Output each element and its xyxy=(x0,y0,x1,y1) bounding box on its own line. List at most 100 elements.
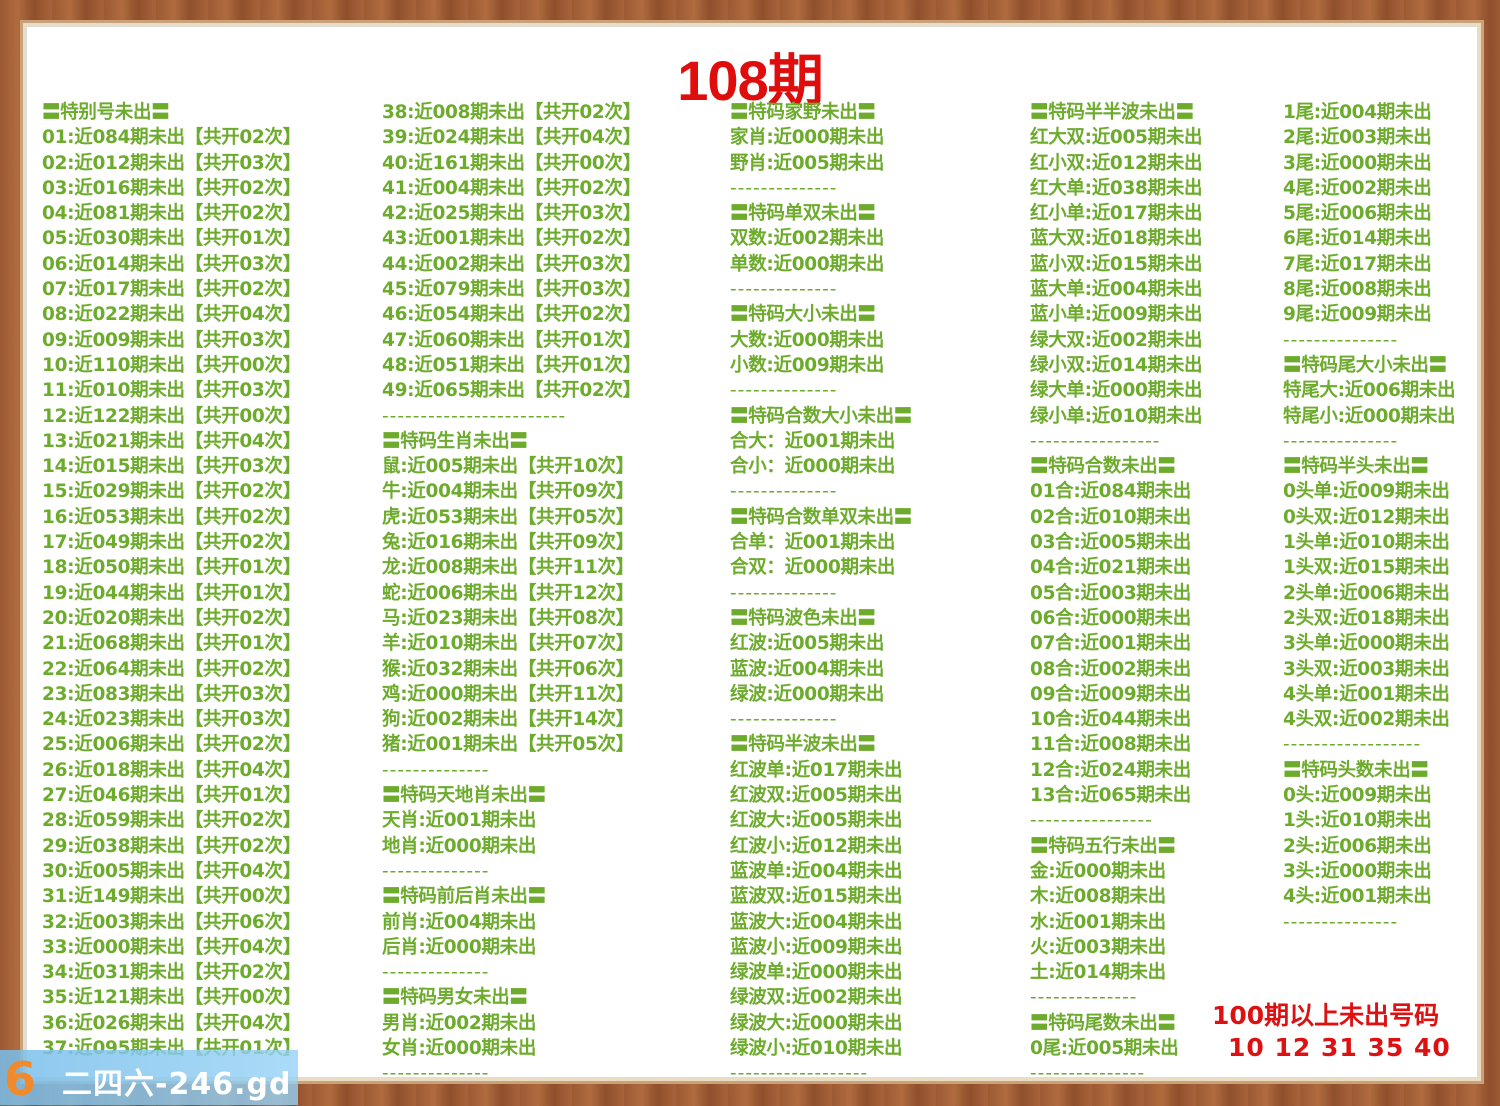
stat-item: 47:近060期未出【共开01次】 xyxy=(382,329,641,351)
column-2: 38:近008期未出【共开02次】 39:近024期未出【共开04次】 40:近16… xyxy=(382,100,641,1087)
divider: --------------- xyxy=(1030,1063,1146,1085)
stat-item: 蓝波小:近009期未出 xyxy=(730,936,903,958)
stat-item: 蓝小双:近015期未出 xyxy=(1030,253,1203,275)
stat-item: 34:近031期未出【共开02次】 xyxy=(42,962,301,984)
stat-item: 3尾:近000期未出 xyxy=(1283,152,1432,174)
over-100-numbers: 10 12 31 35 40 xyxy=(1228,1033,1451,1062)
stat-item: 木:近008期未出 xyxy=(1030,886,1166,908)
section-header: 〓特码大小未出〓 xyxy=(730,304,876,326)
stat-item: 10合:近044期未出 xyxy=(1030,709,1191,731)
divider: -------------- xyxy=(382,1063,490,1085)
stat-item: 后肖:近000期未出 xyxy=(382,936,537,958)
stat-item: 绿大单:近000期未出 xyxy=(1030,380,1203,402)
stat-item: 46:近054期未出【共开02次】 xyxy=(382,304,641,326)
over-100-label: 100期以上未出号码 xyxy=(1212,1001,1440,1030)
stat-item: 狗:近002期未出【共开14次】 xyxy=(382,709,634,731)
stat-item: 14:近015期未出【共开03次】 xyxy=(42,456,301,478)
stat-item: 红波单:近017期未出 xyxy=(730,759,903,781)
divider: -------------- xyxy=(730,380,838,402)
divider: ----------------- xyxy=(1030,430,1161,452)
stat-item: 12:近122期未出【共开00次】 xyxy=(42,405,301,427)
stat-item: 01:近084期未出【共开02次】 xyxy=(42,127,301,149)
section-header: 〓特码半半波未出〓 xyxy=(1030,102,1194,123)
stat-item: 绿小单:近010期未出 xyxy=(1030,405,1203,427)
stat-item: 水:近001期未出 xyxy=(1030,911,1166,933)
stat-item: 3头单:近000期未出 xyxy=(1283,633,1450,655)
stat-item: 42:近025期未出【共开03次】 xyxy=(382,203,641,225)
stat-item: 红波大:近005期未出 xyxy=(730,810,903,832)
stat-item: 11:近010期未出【共开03次】 xyxy=(42,380,301,402)
stat-item: 天肖:近001期未出 xyxy=(382,810,537,832)
stat-item: 02:近012期未出【共开03次】 xyxy=(42,152,301,174)
stat-item: 蓝波单:近004期未出 xyxy=(730,860,903,882)
stat-item: 17:近049期未出【共开02次】 xyxy=(42,532,301,554)
stat-item: 绿波:近000期未出 xyxy=(730,683,885,705)
stat-item: 蓝大单:近004期未出 xyxy=(1030,279,1203,301)
stat-item: 4头双:近002期未出 xyxy=(1283,709,1450,731)
stat-item: 15:近029期未出【共开02次】 xyxy=(42,481,301,503)
stat-item: 9尾:近009期未出 xyxy=(1283,304,1432,326)
stat-item: 8尾:近008期未出 xyxy=(1283,279,1432,301)
stat-item: 野肖:近005期未出 xyxy=(730,152,885,174)
stat-item: 0尾:近005期未出 xyxy=(1030,1037,1179,1059)
stat-item: 特尾小:近000期未出 xyxy=(1283,405,1456,427)
divider: -------------- xyxy=(730,481,838,503)
stat-item: 龙:近008期未出【共开11次】 xyxy=(382,557,634,579)
section-header: 〓特码单双未出〓 xyxy=(730,203,876,225)
column-3: 〓特码家野未出〓 家肖:近000期未出 野肖:近005期未出 ------------… xyxy=(730,100,912,1087)
divider: -------------- xyxy=(1030,987,1138,1009)
stat-item: 蛇:近006期未出【共开12次】 xyxy=(382,582,634,604)
divider: -------------- xyxy=(730,279,838,301)
stat-item: 23:近083期未出【共开03次】 xyxy=(42,683,301,705)
issue-title: 108期 xyxy=(677,49,823,112)
stat-item: 02合:近010期未出 xyxy=(1030,506,1191,528)
watermark-logo: 6 二四六-246.gd xyxy=(0,1050,298,1106)
divider: -------------- xyxy=(730,177,838,199)
stat-item: 38:近008期未出【共开02次】 xyxy=(382,102,641,123)
stat-item: 蓝小单:近009期未出 xyxy=(1030,304,1203,326)
stat-item: 兔:近016期未出【共开09次】 xyxy=(382,532,634,554)
stat-item: 3头:近000期未出 xyxy=(1283,860,1432,882)
stat-item: 1头双:近015期未出 xyxy=(1283,557,1450,579)
stat-item: 19:近044期未出【共开01次】 xyxy=(42,582,301,604)
section-header: 〓特码五行未出〓 xyxy=(1030,835,1176,857)
stat-item: 24:近023期未出【共开03次】 xyxy=(42,709,301,731)
stat-item: 03合:近005期未出 xyxy=(1030,532,1191,554)
section-header: 〓特码合数单双未出〓 xyxy=(730,506,913,528)
stat-item: 4尾:近002期未出 xyxy=(1283,177,1432,199)
stat-item: 30:近005期未出【共开04次】 xyxy=(42,860,301,882)
stat-item: 合单：近001期未出 xyxy=(730,532,896,554)
stat-item: 03:近016期未出【共开02次】 xyxy=(42,177,301,199)
stat-item: 红波小:近012期未出 xyxy=(730,835,903,857)
stat-item: 女肖:近000期未出 xyxy=(382,1037,537,1059)
stat-item: 27:近046期未出【共开01次】 xyxy=(42,785,301,807)
stat-item: 2头:近006期未出 xyxy=(1283,835,1432,857)
stat-item: 25:近006期未出【共开02次】 xyxy=(42,734,301,756)
section-header: 〓特码波色未出〓 xyxy=(730,607,876,629)
stat-item: 33:近000期未出【共开04次】 xyxy=(42,936,301,958)
section-header: 〓特别号未出〓 xyxy=(42,102,170,123)
divider: -------------- xyxy=(382,962,490,984)
stat-item: 4头:近001期未出 xyxy=(1283,886,1432,908)
stat-item: 08合:近002期未出 xyxy=(1030,658,1191,680)
stat-item: 10:近110期未出【共开00次】 xyxy=(42,354,301,376)
stat-item: 蓝波双:近015期未出 xyxy=(730,886,903,908)
stat-item: 18:近050期未出【共开01次】 xyxy=(42,557,301,579)
stat-item: 01合:近084期未出 xyxy=(1030,481,1191,503)
stat-item: 48:近051期未出【共开01次】 xyxy=(382,354,641,376)
stat-item: 16:近053期未出【共开02次】 xyxy=(42,506,301,528)
stat-item: 绿波双:近002期未出 xyxy=(730,987,903,1009)
stat-item: 合小：近000期未出 xyxy=(730,456,896,478)
stat-item: 06合:近000期未出 xyxy=(1030,607,1191,629)
stat-item: 04合:近021期未出 xyxy=(1030,557,1191,579)
stat-item: 合双：近000期未出 xyxy=(730,557,896,579)
stat-item: 12合:近024期未出 xyxy=(1030,759,1191,781)
stat-item: 08:近022期未出【共开04次】 xyxy=(42,304,301,326)
divider: --------------- xyxy=(1283,329,1399,351)
stat-item: 金:近000期未出 xyxy=(1030,860,1166,882)
stat-item: 红波双:近005期未出 xyxy=(730,785,903,807)
stat-item: 0头双:近012期未出 xyxy=(1283,506,1450,528)
column-5: 1尾:近004期未出 2尾:近003期未出 3尾:近000期未出 4尾:近002期未出… xyxy=(1283,100,1456,935)
section-header: 〓特码半波未出〓 xyxy=(730,734,876,756)
column-1: 〓特别号未出〓 01:近084期未出【共开02次】 02:近012期未出【共开03次… xyxy=(42,100,301,1061)
